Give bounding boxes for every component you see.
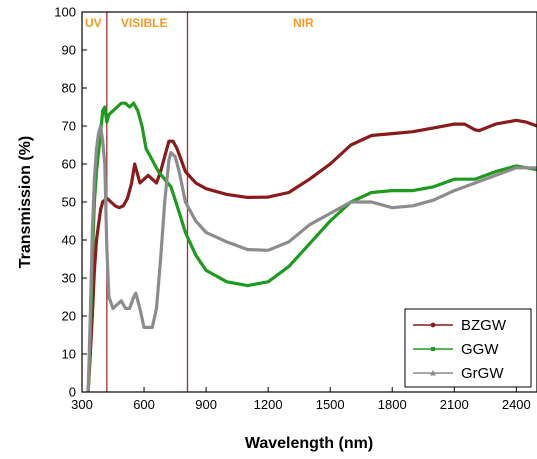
series-line-grgw (86, 124, 537, 392)
series-point-bzgw (101, 200, 105, 204)
y-tick-label: 10 (62, 347, 76, 362)
y-tick-label: 20 (62, 309, 76, 324)
x-tick-label: 1800 (378, 397, 407, 412)
x-tick-label: 900 (195, 397, 217, 412)
series-line-bzgw (86, 118, 537, 392)
y-tick-label: 70 (62, 119, 76, 134)
series-point-bzgw (99, 208, 103, 212)
x-tick-label: 2400 (502, 397, 531, 412)
legend-marker (431, 347, 435, 351)
region-label-nir: NIR (293, 16, 314, 30)
legend-label-ggw: GGW (461, 341, 499, 358)
y-axis: 0 10 20 30 40 50 60 70 80 90 100 (54, 5, 87, 400)
series-layer (86, 101, 537, 392)
x-tick-label: 300 (71, 397, 93, 412)
x-tick-label: 600 (133, 397, 155, 412)
series-point-grgw (101, 139, 105, 143)
y-tick-label: 50 (62, 195, 76, 210)
y-tick-label: 80 (62, 81, 76, 96)
series-point-grgw (96, 132, 101, 136)
x-axis: 300 600 900 1200 1500 1800 2100 2400 (71, 387, 531, 412)
series-point-grgw (94, 147, 99, 151)
legend-marker (430, 322, 436, 328)
x-tick-label: 1500 (316, 397, 345, 412)
region-label-visible: VISIBLE (121, 16, 168, 30)
y-axis-title: Transmission (%) (17, 136, 34, 268)
legend-box (404, 308, 532, 388)
series-point-ggw (101, 109, 105, 113)
series-point-bzgw (94, 238, 99, 242)
series-point-grgw (92, 177, 97, 181)
series-point-grgw (90, 230, 94, 234)
series-point-grgw (88, 314, 92, 318)
legend-label-grgw: GrGW (461, 365, 504, 382)
region-labels: UV VISIBLE NIR (85, 16, 314, 30)
legend-label-bzgw: BZGW (461, 317, 507, 334)
series-point-bzgw (96, 223, 101, 227)
y-tick-label: 100 (54, 5, 76, 20)
series-line-ggw (86, 101, 537, 392)
x-axis-title: Wavelength (nm) (245, 435, 373, 452)
legend: BZGW GGW GrGW (404, 308, 532, 388)
legend-marker (430, 370, 436, 376)
y-tick-label: 90 (62, 43, 76, 58)
y-tick-label: 40 (62, 233, 76, 248)
region-label-uv: UV (85, 16, 102, 30)
y-tick-label: 0 (69, 385, 76, 400)
y-tick-label: 60 (62, 157, 76, 172)
y-tick-label: 30 (62, 271, 76, 286)
x-tick-label: 2100 (440, 397, 469, 412)
series-point-grgw (99, 124, 103, 128)
x-tick-label: 1200 (254, 397, 283, 412)
